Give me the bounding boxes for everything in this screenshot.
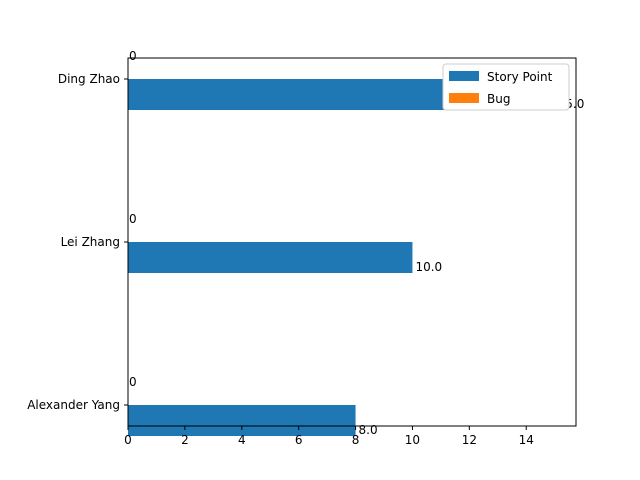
legend-label: Story Point <box>487 70 553 84</box>
bar-story-point-alexander-yang <box>128 405 356 436</box>
x-axis: 0 2 4 6 8 10 12 14 <box>124 426 534 447</box>
data-label-bug-lei-zhang: 0 <box>129 212 137 226</box>
x-tick-label: 2 <box>181 433 189 447</box>
y-axis: Alexander Yang Lei Zhang Ding Zhao <box>27 72 128 412</box>
bars-layer <box>128 79 555 436</box>
data-label-story-point-alexander-yang: 8.0 <box>359 423 378 437</box>
legend-swatch <box>449 71 479 81</box>
x-tick-label: 0 <box>124 433 132 447</box>
legend-label: Bug <box>487 92 510 106</box>
y-tick-label: Ding Zhao <box>58 72 120 86</box>
legend-swatch <box>449 93 479 103</box>
data-label-bug-alexander-yang: 0 <box>129 375 137 389</box>
legend: Story Point Bug <box>442 63 570 111</box>
x-tick-label: 8 <box>352 433 360 447</box>
data-label-story-point-lei-zhang: 10.0 <box>415 260 442 274</box>
bar-story-point-lei-zhang <box>128 242 413 273</box>
x-tick-label: 10 <box>405 433 420 447</box>
x-tick-label: 14 <box>519 433 534 447</box>
y-tick-label: Lei Zhang <box>61 235 120 249</box>
x-tick-label: 6 <box>295 433 303 447</box>
x-tick-label: 12 <box>462 433 477 447</box>
data-label-bug-ding-zhao: 0 <box>129 49 137 63</box>
y-tick-label: Alexander Yang <box>27 398 120 412</box>
x-tick-label: 4 <box>238 433 246 447</box>
